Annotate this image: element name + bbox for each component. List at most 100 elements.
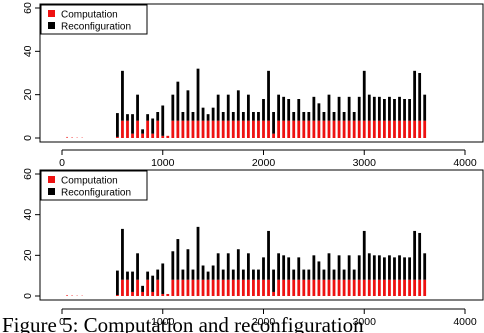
bar-computation bbox=[292, 120, 296, 138]
bar-reconfiguration bbox=[151, 118, 155, 134]
bar-computation bbox=[327, 279, 331, 296]
bar-computation bbox=[131, 133, 134, 138]
y-tick-label: 40 bbox=[22, 45, 34, 57]
bar-computation bbox=[236, 279, 240, 296]
plot-frame bbox=[39, 3, 484, 143]
bar-reconfiguration bbox=[181, 269, 185, 280]
bar-reconfiguration bbox=[252, 269, 255, 280]
bar-reconfiguration bbox=[383, 257, 386, 280]
bar-computation bbox=[231, 279, 235, 296]
bar-reconfiguration bbox=[342, 269, 346, 280]
bar-reconfiguration bbox=[297, 99, 301, 121]
bar-reconfiguration bbox=[191, 112, 195, 121]
bar-computation bbox=[136, 279, 139, 296]
y-tick-label: 40 bbox=[22, 209, 34, 221]
bar-computation bbox=[347, 279, 351, 296]
bar-computation bbox=[121, 120, 124, 138]
bar-computation bbox=[196, 279, 200, 296]
bar-reconfiguration bbox=[246, 94, 250, 121]
bar-computation bbox=[277, 120, 281, 138]
bar-reconfiguration bbox=[126, 271, 129, 280]
bar-reconfiguration bbox=[347, 255, 351, 280]
bar-reconfiguration bbox=[322, 112, 326, 121]
bar-computation bbox=[171, 279, 175, 296]
bar-computation bbox=[66, 136, 68, 138]
bar-reconfiguration bbox=[352, 269, 356, 280]
bar-reconfiguration bbox=[337, 96, 341, 121]
bar-computation bbox=[126, 120, 129, 138]
bar-computation bbox=[383, 279, 386, 296]
bar-reconfiguration bbox=[206, 114, 210, 121]
bar-computation bbox=[156, 279, 160, 296]
bar-reconfiguration bbox=[332, 112, 336, 121]
bar-reconfiguration bbox=[126, 114, 129, 121]
y-tick-label: 20 bbox=[22, 249, 34, 261]
bar-reconfiguration bbox=[357, 96, 361, 121]
bar-reconfiguration bbox=[352, 112, 356, 121]
bar-computation bbox=[252, 279, 255, 296]
bar-computation bbox=[186, 120, 190, 138]
bar-computation bbox=[282, 279, 286, 296]
bar-reconfiguration bbox=[332, 269, 336, 280]
bar-computation bbox=[398, 120, 401, 138]
bar-reconfiguration bbox=[282, 96, 286, 121]
bar-computation bbox=[136, 120, 139, 138]
bar-reconfiguration bbox=[216, 94, 220, 121]
bar-reconfiguration bbox=[176, 81, 180, 121]
bar-computation bbox=[322, 120, 326, 138]
bar-computation bbox=[287, 279, 291, 296]
bar-computation bbox=[398, 279, 401, 296]
bar-computation bbox=[241, 120, 245, 138]
x-tick-label: 2000 bbox=[252, 316, 276, 328]
bar-computation bbox=[292, 279, 296, 296]
bar-reconfiguration bbox=[393, 257, 396, 280]
bar-reconfiguration bbox=[186, 249, 190, 280]
bar-reconfiguration bbox=[408, 257, 411, 280]
bar-computation bbox=[166, 135, 170, 138]
legend-swatch bbox=[48, 22, 55, 29]
bar-computation bbox=[176, 120, 180, 138]
y-tick-label: 0 bbox=[22, 293, 34, 299]
bar-computation bbox=[327, 120, 331, 138]
bar-reconfiguration bbox=[191, 269, 195, 280]
bar-reconfiguration bbox=[372, 96, 376, 121]
bar-computation bbox=[372, 120, 376, 138]
bar-computation bbox=[322, 279, 326, 296]
bar-computation bbox=[211, 120, 215, 138]
bar-computation bbox=[403, 120, 406, 138]
bar-computation bbox=[201, 120, 205, 138]
bar-reconfiguration bbox=[287, 99, 291, 121]
bar-reconfiguration bbox=[246, 253, 250, 280]
bar-computation bbox=[297, 279, 301, 296]
legend-box bbox=[40, 4, 148, 35]
bar-computation bbox=[166, 293, 170, 296]
bar-computation bbox=[196, 120, 200, 138]
bar-computation bbox=[307, 279, 311, 296]
bar-computation bbox=[262, 120, 265, 138]
x-tick-label: 0 bbox=[59, 316, 65, 328]
bar-reconfiguration bbox=[201, 265, 205, 280]
bar-reconfiguration bbox=[312, 255, 316, 280]
bar-reconfiguration bbox=[342, 112, 346, 121]
legend-swatch bbox=[48, 188, 55, 195]
bar-reconfiguration bbox=[156, 269, 160, 280]
bar-reconfiguration bbox=[257, 112, 260, 121]
bar-reconfiguration bbox=[337, 255, 341, 280]
bar-reconfiguration bbox=[267, 230, 270, 280]
bar-reconfiguration bbox=[211, 107, 215, 121]
bar-reconfiguration bbox=[403, 99, 406, 121]
bar-reconfiguration bbox=[292, 112, 296, 121]
bar-computation bbox=[161, 135, 165, 138]
bar-computation bbox=[357, 279, 361, 296]
bar-reconfiguration bbox=[413, 70, 417, 121]
bar-reconfiguration bbox=[347, 96, 351, 121]
x-tick-label: 4000 bbox=[453, 316, 477, 328]
x-tick-label: 1000 bbox=[151, 316, 175, 328]
legend-label: Computation bbox=[61, 10, 118, 21]
bar-computation bbox=[191, 120, 195, 138]
bar-reconfiguration bbox=[362, 70, 366, 121]
bar-reconfiguration bbox=[317, 261, 321, 280]
bar-reconfiguration bbox=[423, 253, 427, 280]
bar-reconfiguration bbox=[241, 269, 245, 280]
